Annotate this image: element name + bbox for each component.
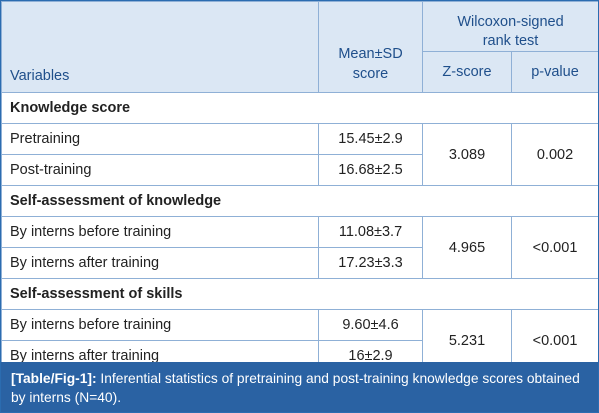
statistics-table: Variables Mean±SD score Wilcoxon-signed … (1, 1, 599, 372)
row-label: Post-training (1, 154, 319, 186)
section-title: Self-assessment of knowledge (1, 185, 598, 217)
header-mean-sd: Mean±SD score (318, 1, 423, 93)
table-row: By interns before training 9.60±4.6 5.23… (1, 309, 598, 372)
header-z-score: Z-score (422, 51, 512, 93)
section-title: Self-assessment of skills (1, 278, 598, 310)
row-mean-sd: 9.60±4.6 (318, 309, 423, 341)
header-p-value: p-value (510, 51, 598, 93)
row-label: Pretraining (1, 123, 319, 155)
p-value-value: 0.002 (510, 123, 598, 186)
table-row: Post-training 16.68±2.5 (1, 154, 599, 186)
row-label: By interns before training (1, 216, 319, 248)
row-mean-sd: 15.45±2.9 (318, 123, 423, 155)
caption-text: Inferential statistics of pretraining an… (11, 371, 580, 405)
caption-label: [Table/Fig-1]: (11, 371, 97, 386)
table-caption: [Table/Fig-1]: Inferential statistics of… (1, 362, 598, 412)
row-label: By interns before training (1, 309, 319, 341)
header-variables: Variables (1, 1, 319, 93)
header-wilcoxon: Wilcoxon-signed rank test (421, 1, 598, 52)
table-row: By interns before training 11.08±3.7 4.9… (1, 216, 598, 279)
z-score-value: 4.965 (422, 216, 512, 279)
header-mean-sd-line2: score (352, 66, 389, 82)
section-title: Knowledge score (1, 92, 598, 124)
row-label: By interns after training (1, 247, 319, 279)
z-score-value: 3.089 (422, 123, 512, 186)
section-header: Self-assessment of knowledge (1, 185, 598, 217)
p-value-value: <0.001 (510, 309, 598, 372)
row-mean-sd: 16.68±2.5 (318, 154, 423, 186)
section-header: Self-assessment of skills (1, 278, 598, 310)
table-row: Pretraining 15.45±2.9 3.089 0.002 (1, 123, 598, 186)
header-mean-sd-line1: Mean±SD (338, 46, 403, 62)
row-mean-sd: 11.08±3.7 (318, 216, 423, 248)
row-mean-sd: 17.23±3.3 (318, 247, 423, 279)
section-header: Knowledge score (1, 92, 598, 124)
header-wilcoxon-line1: Wilcoxon-signed (457, 14, 564, 30)
header-wilcoxon-line2: rank test (482, 33, 539, 49)
p-value-value: <0.001 (510, 216, 598, 279)
